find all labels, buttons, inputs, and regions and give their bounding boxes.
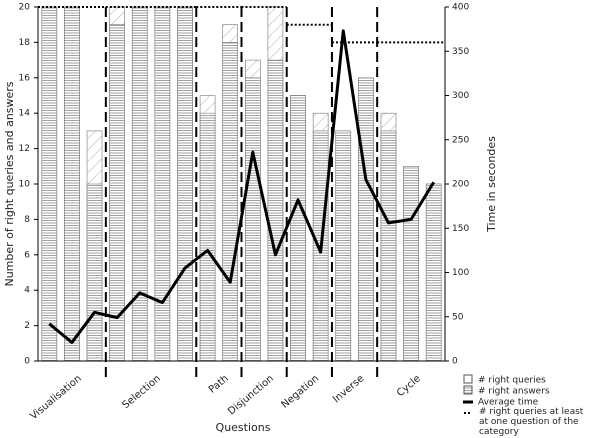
group-label: Inverse	[331, 373, 366, 405]
bar-answers	[64, 6, 80, 362]
y-tick-label: 18	[19, 38, 31, 48]
group-label: Cycle	[395, 373, 423, 399]
y-tick-label: 14	[19, 109, 31, 119]
group-label: Negation	[279, 373, 321, 411]
legend-label: # right answers	[478, 387, 550, 397]
y2-tick-label: 100	[452, 268, 469, 278]
bar-answers	[154, 6, 171, 362]
y-axis-title: Number of right queries and answers	[3, 81, 16, 286]
y2-axis-title: Time in secondes	[485, 136, 498, 233]
legend-label: Average time	[478, 398, 539, 408]
bar-answers	[222, 42, 238, 362]
bar-answers	[267, 59, 284, 362]
group-label: Selection	[121, 373, 163, 411]
legend-label: # right queries at least at one question…	[479, 407, 584, 437]
y2-tick-label: 50	[452, 312, 464, 322]
y2-tick-label: 150	[452, 224, 469, 234]
group-label: Path	[207, 373, 231, 396]
y-tick-label: 12	[19, 144, 30, 154]
y-tick-label: 16	[19, 73, 31, 83]
y2-tick-label: 250	[452, 135, 469, 145]
bar-answers	[86, 183, 103, 362]
y-tick-label: 4	[24, 286, 30, 296]
bar-answers	[199, 112, 216, 362]
y-tick-label: 20	[19, 3, 31, 13]
y2-tick-label: 200	[452, 180, 469, 190]
legend-label: # right queries	[478, 376, 546, 386]
x-axis-title: Questions	[216, 421, 271, 434]
y2-tick-label: 400	[452, 3, 469, 13]
legend-swatch	[463, 385, 473, 395]
bar-answers	[177, 6, 193, 362]
y2-tick-label: 300	[452, 91, 469, 101]
bar-answers	[335, 130, 352, 362]
y-tick-label: 2	[24, 321, 30, 331]
y-tick-label: 8	[24, 215, 30, 225]
time-line	[48, 29, 435, 344]
y-tick-label: 6	[24, 250, 30, 260]
y-tick-label: 0	[24, 357, 30, 367]
bar-answers	[245, 77, 261, 362]
bar-answers	[403, 166, 419, 362]
bar-answers	[358, 77, 374, 362]
y2-tick-label: 350	[452, 47, 469, 57]
group-label: Disjunction	[226, 373, 276, 417]
group-label: Visualisation	[28, 373, 83, 422]
bar-answers	[131, 6, 148, 362]
bar-answers	[41, 6, 58, 362]
y-tick-label: 10	[19, 180, 31, 190]
y2-tick-label: 0	[452, 357, 458, 367]
bar-answers	[380, 130, 397, 362]
bar-answers	[425, 183, 442, 362]
legend-swatch	[463, 374, 473, 384]
bar-answers	[290, 95, 306, 362]
